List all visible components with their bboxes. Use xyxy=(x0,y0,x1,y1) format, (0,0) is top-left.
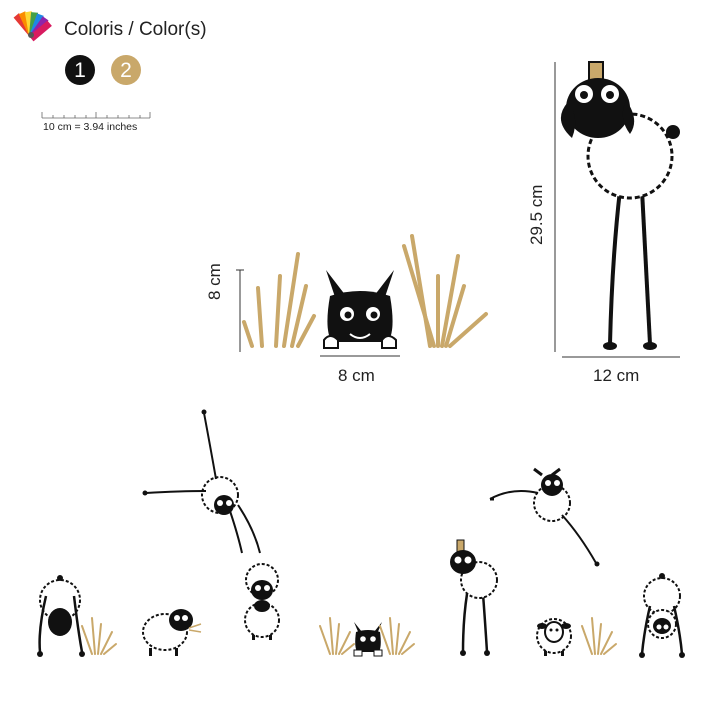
color-swatch-1: 1 xyxy=(65,55,95,85)
rabbit-peeking-large xyxy=(242,234,488,349)
dimension-width-small: 8 cm xyxy=(338,366,375,385)
page-title: Coloris / Color(s) xyxy=(64,19,207,40)
scale-ruler xyxy=(41,112,151,119)
dimension-width-large: 12 cm xyxy=(593,366,640,385)
color-swatch-2: 2 xyxy=(111,55,141,85)
dimension-lines-small xyxy=(236,269,400,357)
swatch-label: 2 xyxy=(120,58,132,82)
swatch-label: 1 xyxy=(74,58,86,82)
scale-label: 10 cm = 3.94 inches xyxy=(43,121,138,133)
sheep-standing-large xyxy=(560,61,680,350)
dimension-lines-large xyxy=(554,62,680,358)
color-palette-icon xyxy=(13,11,52,42)
sheep-scene xyxy=(37,409,685,658)
